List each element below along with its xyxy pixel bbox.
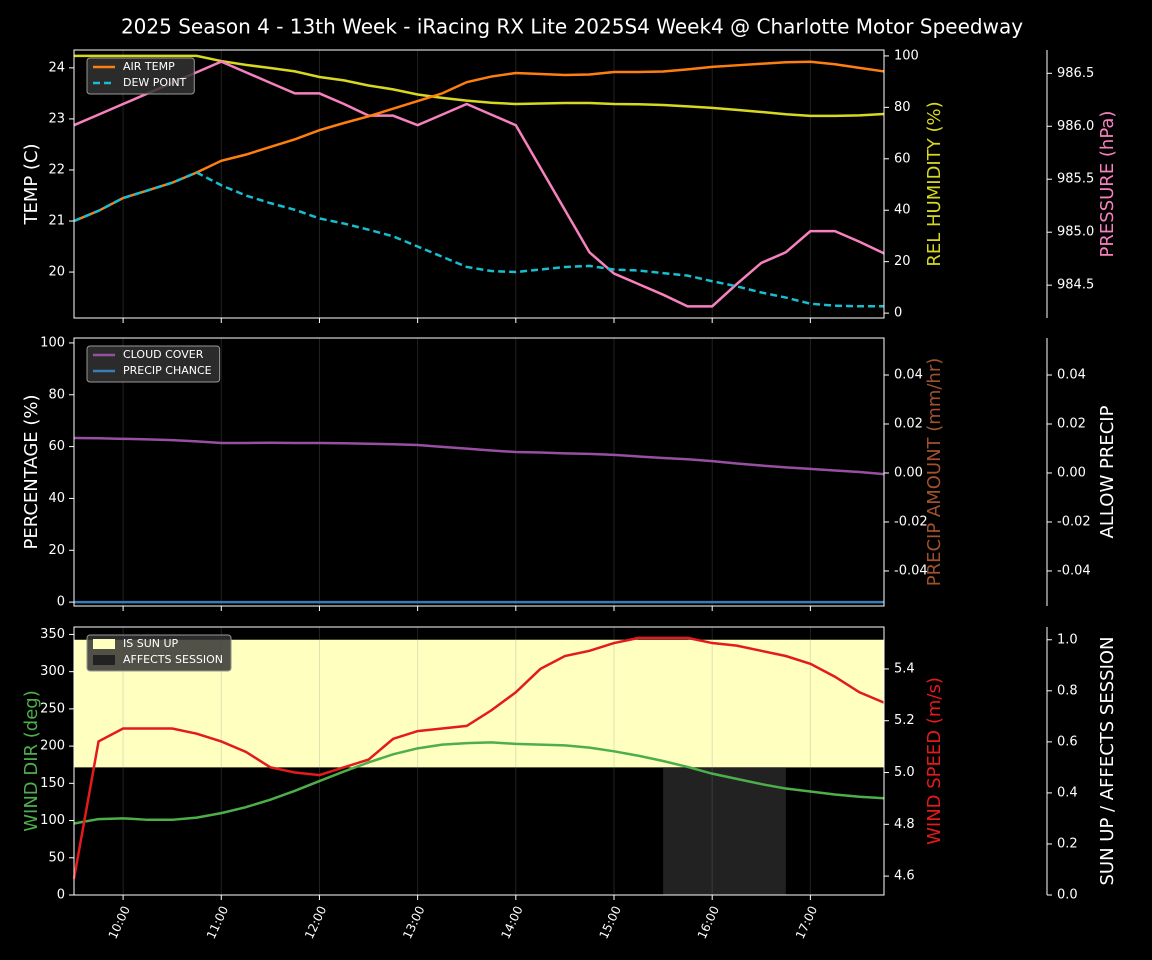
plot-area — [74, 50, 884, 318]
y3-axis-label: SUN UP / AFFECTS SESSION — [1097, 636, 1118, 885]
line — [73, 171, 884, 308]
y3-tick-label: 986.0 — [1057, 119, 1094, 134]
y-axis-label: TEMP (C) — [21, 143, 42, 225]
plot-frame — [73, 626, 885, 896]
y2-tick-label: 80 — [894, 100, 911, 115]
legend: AIR TEMP DEW POINT — [86, 57, 195, 95]
legend-label: AIR TEMP — [123, 60, 175, 73]
y2-axis-label: PRECIP AMOUNT (mm/hr) — [924, 358, 945, 587]
y-tick-label: 80 — [48, 387, 65, 402]
y2-tick-label: 0.00 — [894, 465, 923, 480]
y-tick-label: 100 — [40, 335, 65, 350]
plot-frame — [73, 49, 885, 319]
y-tick-label: 350 — [40, 627, 65, 642]
y2-tick-label: -0.04 — [894, 563, 928, 578]
y3-tick-label: 986.5 — [1057, 66, 1094, 81]
legend-label: DEW POINT — [123, 76, 187, 89]
y-tick-label: 21 — [48, 214, 65, 229]
plot-frame — [73, 337, 885, 607]
y3-axis-label: ALLOW PRECIP — [1097, 405, 1118, 538]
y3-tick-label: 0.2 — [1057, 836, 1078, 851]
y3-tick-label: 985.5 — [1057, 172, 1094, 187]
legend-label: PRECIP CHANCE — [123, 364, 212, 377]
line — [73, 60, 885, 308]
y-tick-label: 22 — [48, 162, 65, 177]
area — [74, 639, 884, 768]
line — [73, 60, 885, 223]
legend-label: AFFECTS SESSION — [123, 653, 223, 666]
legend-swatch — [93, 655, 115, 665]
y3-tick-label: -0.04 — [1057, 563, 1091, 578]
legend-label: CLOUD COVER — [123, 348, 204, 361]
y-tick-label: 250 — [40, 701, 65, 716]
legend: CLOUD COVER PRECIP CHANCE — [86, 345, 221, 383]
y2-tick-label: 5.4 — [894, 661, 915, 676]
y2-tick-label: 60 — [894, 151, 911, 166]
area — [663, 767, 786, 895]
y-tick-label: 200 — [40, 739, 65, 754]
y3-tick-label: 985.0 — [1057, 225, 1094, 240]
y2-tick-label: 0.04 — [894, 367, 923, 382]
y-tick-label: 0 — [57, 888, 65, 903]
y-tick-label: 100 — [40, 813, 65, 828]
y3-tick-label: 984.5 — [1057, 278, 1094, 293]
line — [72, 636, 885, 879]
y2-tick-label: 5.2 — [894, 713, 915, 728]
y-tick-label: 60 — [48, 439, 65, 454]
y-tick-label: 40 — [48, 491, 65, 506]
legend-swatch — [93, 639, 115, 649]
y-tick-label: 20 — [48, 265, 65, 280]
y2-tick-label: -0.02 — [894, 514, 928, 529]
y2-tick-label: 40 — [894, 203, 911, 218]
y3-tick-label: 0.6 — [1057, 734, 1078, 749]
y2-tick-label: 0.02 — [894, 416, 923, 431]
y3-tick-label: 0.04 — [1057, 367, 1086, 382]
y3-tick-label: 0.8 — [1057, 683, 1078, 698]
legend-box — [86, 345, 221, 383]
y-axis-label: PERCENTAGE (%) — [21, 394, 42, 549]
y2-axis-label: REL HUMIDITY (%) — [924, 101, 945, 266]
y3-tick-label: -0.02 — [1057, 514, 1091, 529]
y2-tick-label: 5.0 — [894, 765, 915, 780]
y2-tick-label: 4.6 — [894, 869, 915, 884]
chart-title: 2025 Season 4 - 13th Week - iRacing RX L… — [121, 15, 1023, 39]
legend-box — [86, 634, 232, 672]
y-tick-label: 0 — [57, 595, 65, 610]
line — [73, 741, 885, 825]
y-tick-label: 150 — [40, 776, 65, 791]
legend: IS SUN UP AFFECTS SESSION — [86, 634, 232, 672]
y-tick-label: 23 — [48, 111, 65, 126]
y3-tick-label: 1.0 — [1057, 632, 1078, 647]
y-tick-label: 50 — [48, 850, 65, 865]
legend-label: IS SUN UP — [123, 637, 179, 650]
y2-tick-label: 4.8 — [894, 817, 915, 832]
y-tick-label: 300 — [40, 664, 65, 679]
y3-axis-label: PRESSURE (hPa) — [1097, 111, 1118, 258]
y3-tick-label: 0.0 — [1057, 888, 1078, 903]
y2-tick-label: 100 — [894, 48, 919, 63]
y-tick-label: 24 — [48, 60, 65, 75]
y3-tick-label: 0.4 — [1057, 785, 1078, 800]
plot-area — [74, 338, 884, 606]
y3-tick-label: 0.02 — [1057, 416, 1086, 431]
y2-tick-label: 0 — [894, 306, 902, 321]
y-axis-label: WIND DIR (deg) — [21, 690, 42, 832]
y3-tick-label: 0.00 — [1057, 465, 1086, 480]
line — [74, 54, 885, 118]
line — [73, 436, 885, 476]
y2-tick-label: 20 — [894, 254, 911, 269]
y2-axis-label: WIND SPEED (m/s) — [924, 677, 945, 845]
y-tick-label: 20 — [48, 543, 65, 558]
